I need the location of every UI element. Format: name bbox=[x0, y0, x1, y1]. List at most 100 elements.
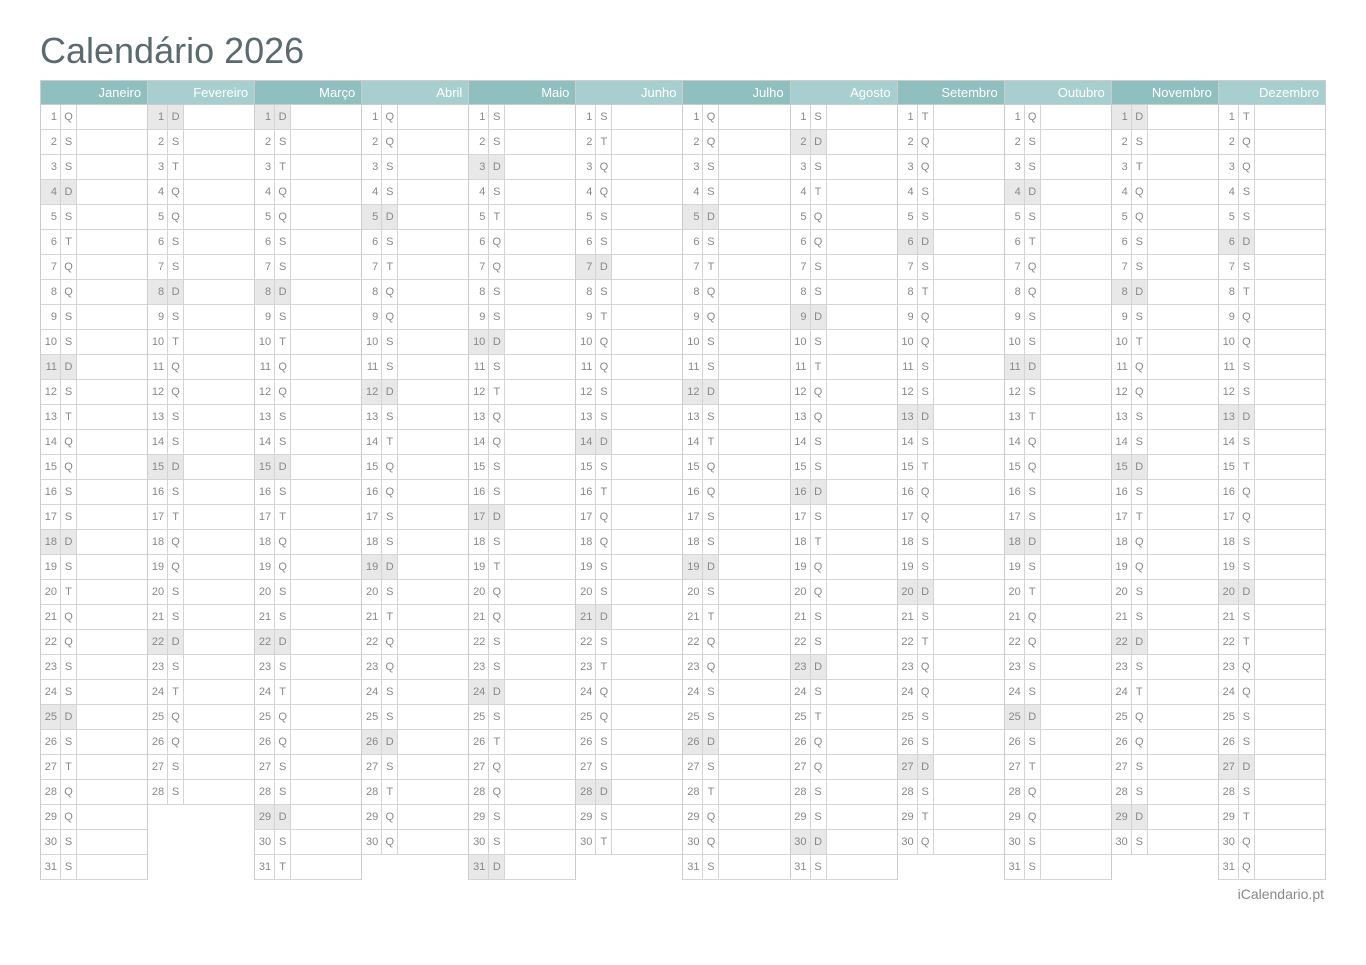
day-cell bbox=[719, 830, 789, 854]
day-weekday: T bbox=[168, 155, 184, 179]
day-row: 8D bbox=[255, 280, 361, 305]
day-row: 8T bbox=[898, 280, 1004, 305]
day-row: 7S bbox=[898, 255, 1004, 280]
day-number: 22 bbox=[683, 630, 703, 654]
day-number: 29 bbox=[1219, 805, 1239, 829]
day-row: 10D bbox=[469, 330, 575, 355]
day-number: 1 bbox=[1005, 105, 1025, 129]
day-row: 30S bbox=[1112, 830, 1218, 855]
day-weekday: D bbox=[1132, 805, 1148, 829]
day-weekday: T bbox=[1239, 105, 1255, 129]
day-cell bbox=[612, 105, 682, 129]
day-row: 2S bbox=[41, 130, 147, 155]
day-number: 7 bbox=[1005, 255, 1025, 279]
day-weekday: T bbox=[596, 480, 612, 504]
day-cell bbox=[77, 105, 147, 129]
day-weekday: T bbox=[703, 255, 719, 279]
day-row: 3S bbox=[362, 155, 468, 180]
day-number: 31 bbox=[41, 855, 61, 879]
day-row: 22Q bbox=[683, 630, 789, 655]
day-weekday: T bbox=[918, 805, 934, 829]
day-row: 14Q bbox=[1005, 430, 1111, 455]
day-row: 17Q bbox=[898, 505, 1004, 530]
day-weekday: Q bbox=[168, 355, 184, 379]
day-row: 25D bbox=[41, 705, 147, 730]
day-weekday: S bbox=[596, 580, 612, 604]
day-weekday: S bbox=[1132, 780, 1148, 804]
day-weekday: Q bbox=[382, 280, 398, 304]
day-row: 18S bbox=[898, 530, 1004, 555]
day-number: 2 bbox=[469, 130, 489, 154]
day-cell bbox=[505, 855, 575, 879]
day-number: 11 bbox=[255, 355, 275, 379]
day-number: 19 bbox=[255, 555, 275, 579]
day-number: 4 bbox=[41, 180, 61, 204]
day-cell bbox=[719, 355, 789, 379]
day-weekday: S bbox=[489, 280, 505, 304]
day-row: 11D bbox=[1005, 355, 1111, 380]
day-weekday: Q bbox=[596, 330, 612, 354]
day-number: 3 bbox=[576, 155, 596, 179]
day-number: 3 bbox=[791, 155, 811, 179]
day-cell bbox=[1041, 805, 1111, 829]
day-number: 15 bbox=[362, 455, 382, 479]
day-row: 23S bbox=[1005, 655, 1111, 680]
day-row: 22D bbox=[148, 630, 254, 655]
day-cell bbox=[1148, 305, 1218, 329]
day-row: 2S bbox=[148, 130, 254, 155]
day-cell bbox=[505, 455, 575, 479]
day-weekday: S bbox=[918, 430, 934, 454]
day-weekday: S bbox=[61, 480, 77, 504]
day-weekday: S bbox=[168, 430, 184, 454]
day-weekday: S bbox=[1025, 380, 1041, 404]
month-header: Abril bbox=[362, 81, 468, 105]
day-weekday: S bbox=[382, 530, 398, 554]
day-weekday: S bbox=[489, 705, 505, 729]
day-number: 22 bbox=[148, 630, 168, 654]
day-number: 16 bbox=[148, 480, 168, 504]
day-cell bbox=[612, 330, 682, 354]
day-weekday: Q bbox=[1239, 330, 1255, 354]
day-weekday: Q bbox=[811, 230, 827, 254]
day-cell bbox=[1148, 530, 1218, 554]
month-column: Setembro1T2Q3Q4S5S6D7S8T9Q10Q11S12S13D14… bbox=[897, 81, 1004, 880]
day-weekday: Q bbox=[61, 430, 77, 454]
day-cell bbox=[398, 430, 468, 454]
day-cell bbox=[827, 580, 897, 604]
day-weekday: T bbox=[918, 280, 934, 304]
day-row: 18S bbox=[683, 530, 789, 555]
day-cell bbox=[398, 155, 468, 179]
day-number: 5 bbox=[148, 205, 168, 229]
day-cell bbox=[505, 255, 575, 279]
day-cell bbox=[398, 730, 468, 754]
day-cell bbox=[612, 805, 682, 829]
day-cell bbox=[934, 680, 1004, 704]
day-number: 26 bbox=[898, 730, 918, 754]
day-cell bbox=[505, 180, 575, 204]
day-weekday: D bbox=[489, 330, 505, 354]
day-cell bbox=[398, 805, 468, 829]
day-row: 17S bbox=[791, 505, 897, 530]
day-number: 5 bbox=[1005, 205, 1025, 229]
day-number: 15 bbox=[1005, 455, 1025, 479]
day-weekday: T bbox=[918, 105, 934, 129]
day-cell bbox=[1148, 180, 1218, 204]
day-weekday: D bbox=[61, 355, 77, 379]
day-row: 1Q bbox=[362, 105, 468, 130]
day-row: 4Q bbox=[255, 180, 361, 205]
day-number: 13 bbox=[683, 405, 703, 429]
day-row: 5S bbox=[898, 205, 1004, 230]
day-weekday: Q bbox=[61, 605, 77, 629]
day-cell bbox=[1148, 555, 1218, 579]
month-column: Maio1S2S3D4S5T6Q7Q8S9S10D11S12T13Q14Q15S… bbox=[468, 81, 575, 880]
day-cell bbox=[291, 380, 361, 404]
day-number: 23 bbox=[469, 655, 489, 679]
day-row: 15D bbox=[255, 455, 361, 480]
day-weekday: Q bbox=[489, 755, 505, 779]
day-cell bbox=[398, 505, 468, 529]
day-row: 19Q bbox=[1112, 555, 1218, 580]
day-weekday: T bbox=[811, 530, 827, 554]
day-weekday: T bbox=[168, 330, 184, 354]
day-cell bbox=[1041, 130, 1111, 154]
day-cell bbox=[934, 405, 1004, 429]
